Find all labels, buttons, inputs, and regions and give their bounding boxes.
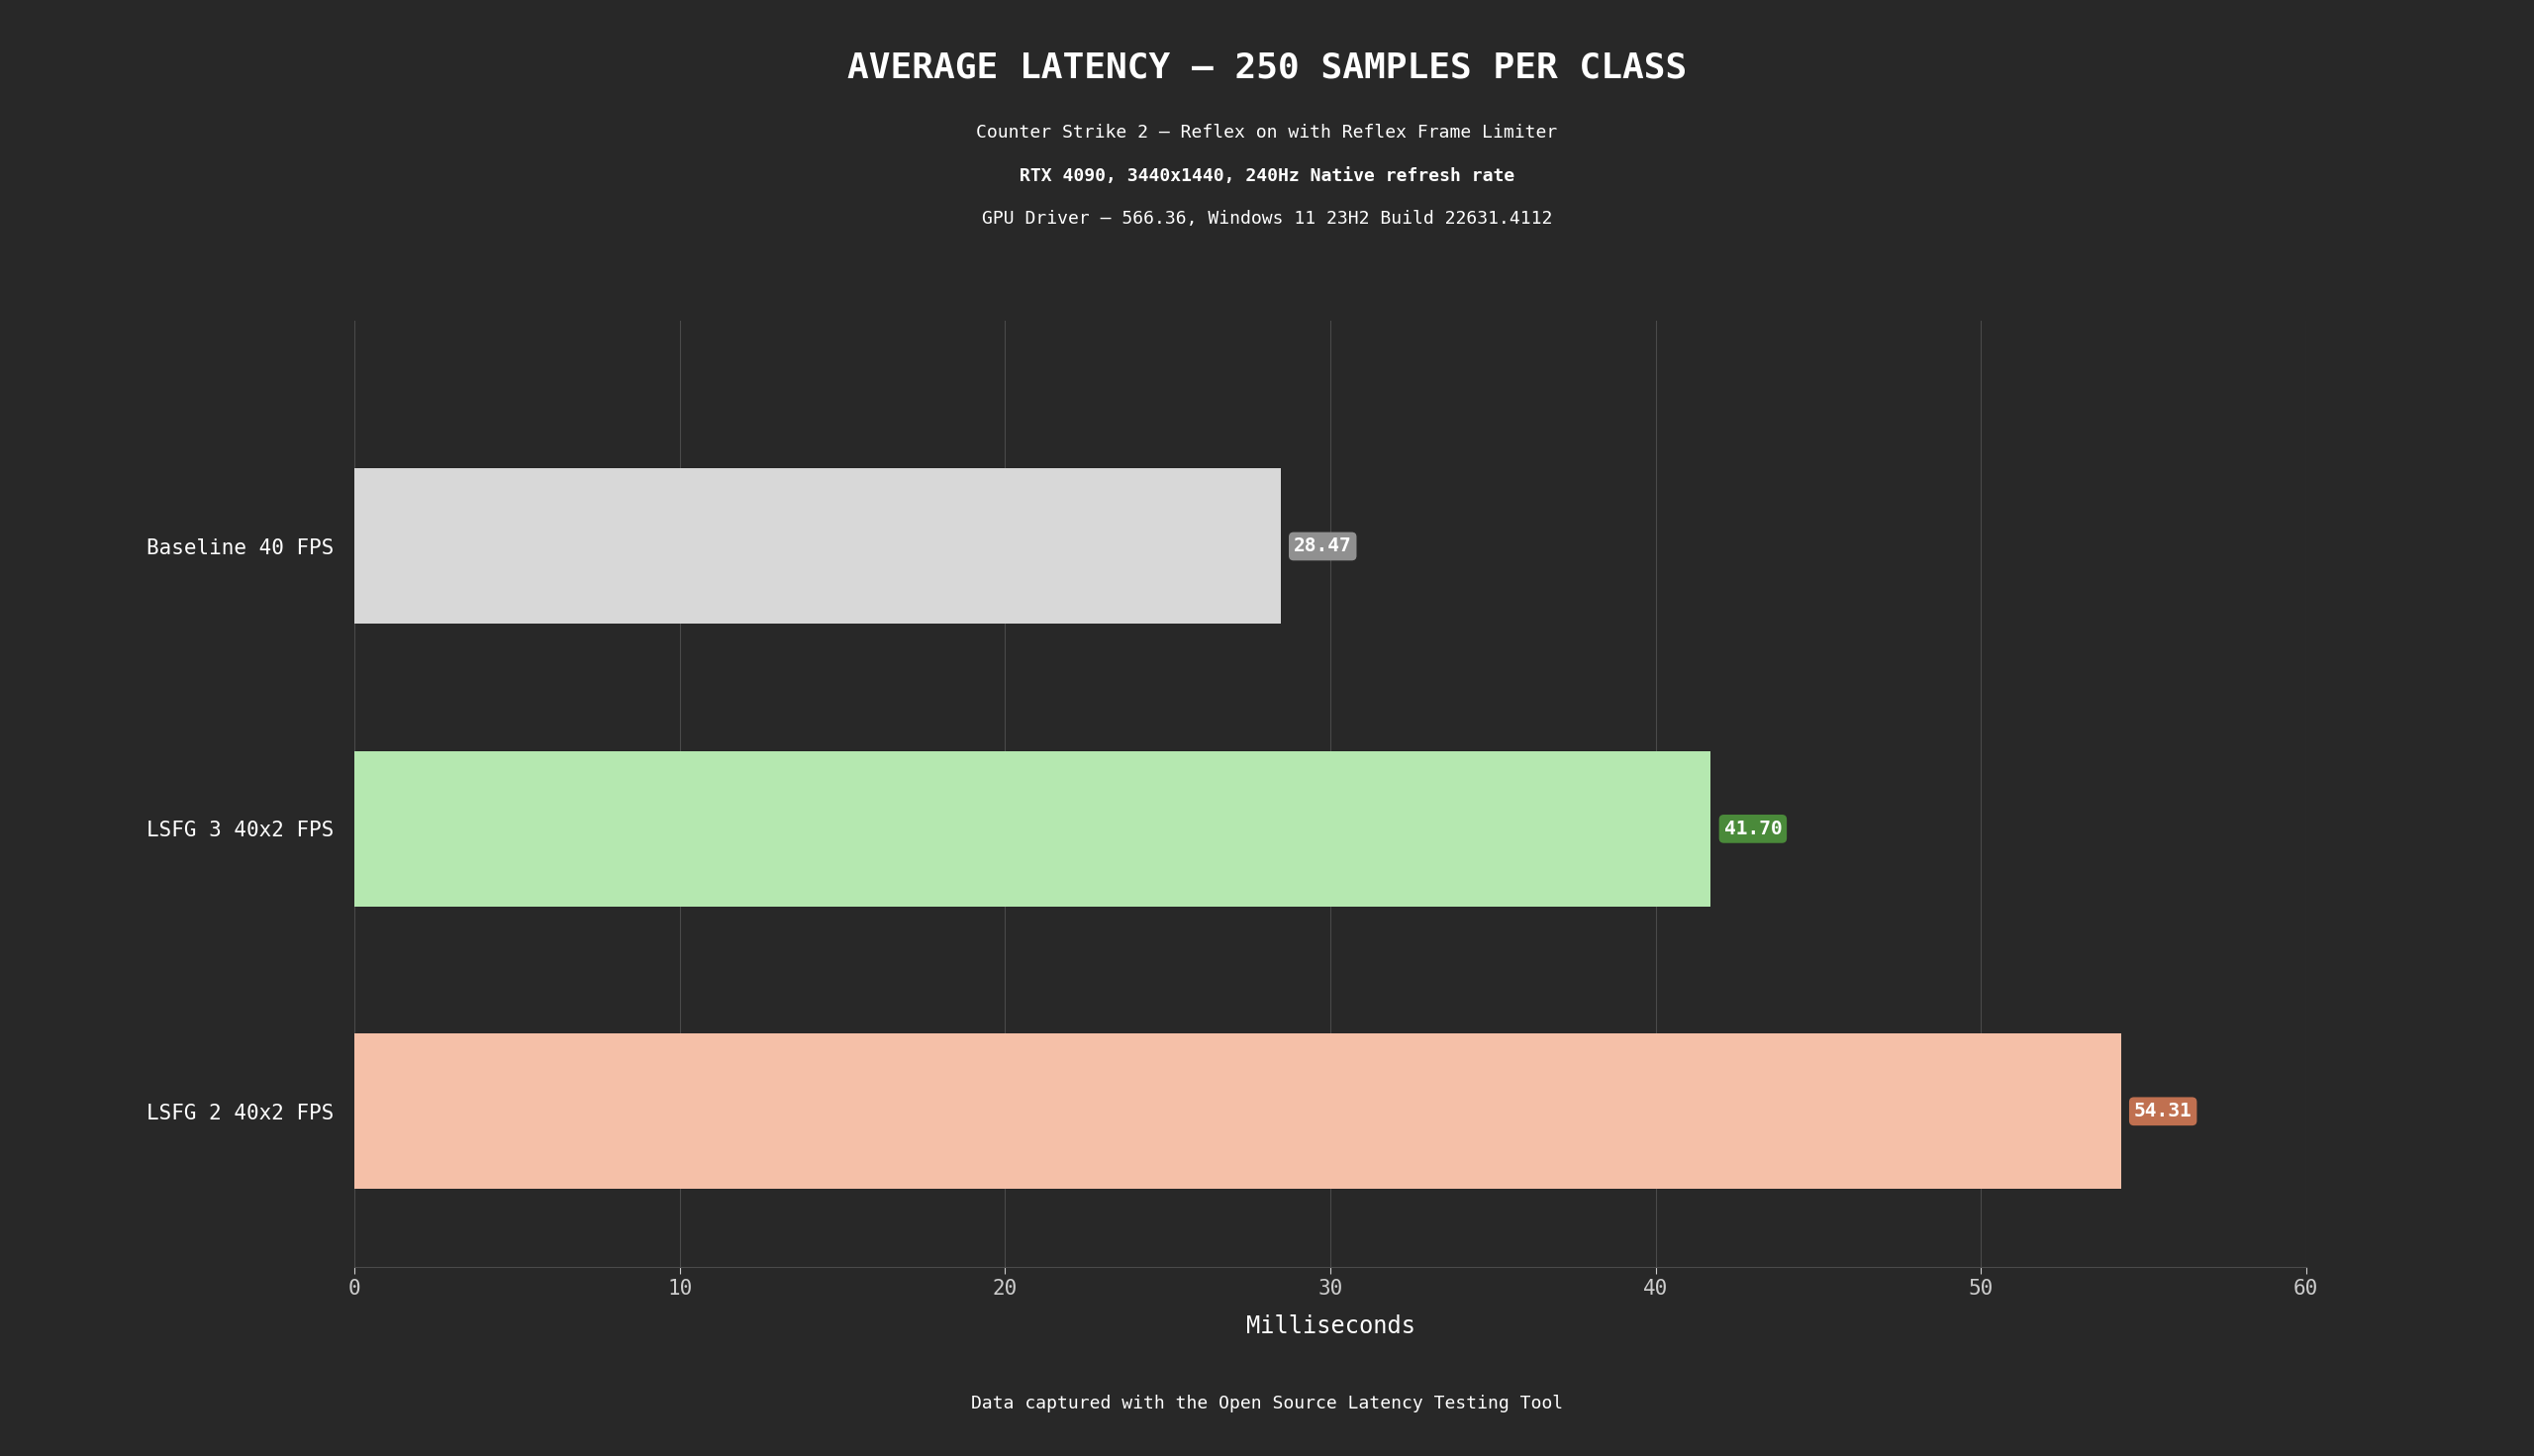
Text: Data captured with the Open Source Latency Testing Tool: Data captured with the Open Source Laten… [971,1395,1563,1412]
X-axis label: Milliseconds: Milliseconds [1247,1315,1414,1338]
Bar [355,469,1280,625]
Bar [355,1034,2121,1190]
Text: 41.70: 41.70 [1723,820,1781,839]
Bar [355,751,1710,907]
Text: GPU Driver – 566.36, Windows 11 23H2 Build 22631.4112: GPU Driver – 566.36, Windows 11 23H2 Bui… [981,210,1553,227]
Text: Counter Strike 2 – Reflex on with Reflex Frame Limiter: Counter Strike 2 – Reflex on with Reflex… [976,124,1558,141]
Text: AVERAGE LATENCY – 250 SAMPLES PER CLASS: AVERAGE LATENCY – 250 SAMPLES PER CLASS [846,51,1688,84]
Text: 54.31: 54.31 [2134,1102,2192,1121]
Text: 28.47: 28.47 [1292,537,1351,556]
Text: RTX 4090, 3440x1440, 240Hz Native refresh rate: RTX 4090, 3440x1440, 240Hz Native refres… [1019,167,1515,185]
